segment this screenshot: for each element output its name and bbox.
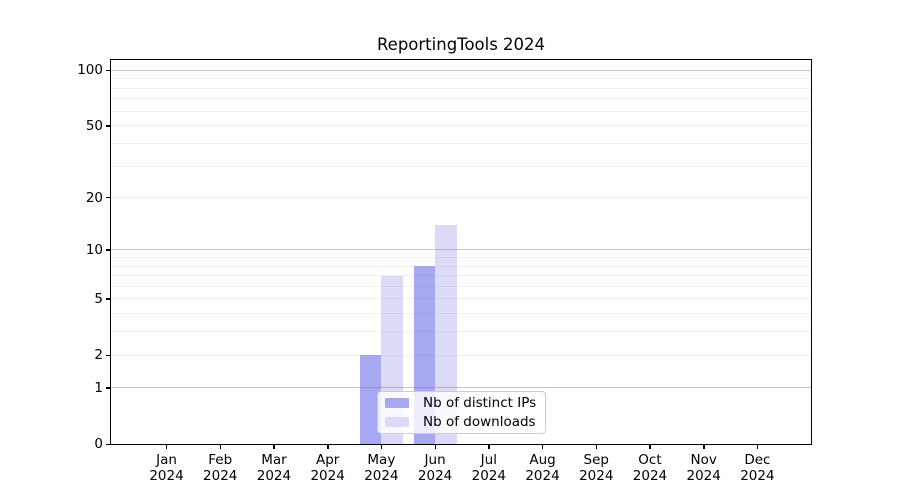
plot-area: Nb of distinct IPs Nb of downloads	[110, 59, 812, 445]
gridline-minor-80	[111, 87, 811, 89]
gridline-minor-60	[111, 110, 811, 112]
legend-swatch-downloads	[385, 417, 409, 427]
bar-jun-downloads	[435, 224, 457, 444]
gridline-minor-2	[111, 354, 811, 356]
gridline-minor-3	[111, 331, 811, 333]
gridline-minor-50	[111, 125, 811, 127]
y-tick-label-1: 1	[94, 379, 103, 396]
gridline-minor-70	[111, 98, 811, 100]
gridline-minor-4	[111, 313, 811, 315]
x-tick-label-jul: Jul 2024	[471, 452, 506, 484]
y-tick-label-0: 0	[94, 436, 103, 452]
y-tick-mark-2	[106, 354, 110, 356]
y-tick-label-5: 5	[94, 290, 103, 307]
legend: Nb of distinct IPs Nb of downloads	[377, 391, 546, 434]
chart-title: ReportingTools 2024	[376, 35, 546, 54]
x-tick-mark-nov	[703, 445, 705, 449]
y-tick-label-50: 50	[85, 117, 103, 134]
y-tick-mark-1	[106, 387, 110, 389]
bar-may-distinct-ips	[359, 355, 382, 444]
gridline-minor-8	[111, 265, 811, 267]
gridline-major-1	[111, 387, 811, 389]
y-tick-label-20: 20	[85, 189, 103, 206]
x-tick-mark-oct	[649, 445, 651, 449]
legend-item-downloads: Nb of downloads	[385, 413, 545, 432]
x-tick-mark-apr	[327, 445, 329, 449]
x-tick-label-aug: Aug 2024	[525, 452, 560, 484]
gridline-minor-5	[111, 298, 811, 300]
gridline-minor-7	[111, 275, 811, 277]
gridline-minor-90	[111, 78, 811, 80]
gridline-major-10	[111, 249, 811, 251]
legend-label-distinct-ips: Nb of distinct IPs	[423, 395, 537, 411]
gridline-minor-9	[111, 257, 811, 259]
gridline-major-100	[111, 69, 811, 71]
y-tick-label-2: 2	[94, 347, 103, 364]
x-tick-label-sep: Sep 2024	[579, 452, 614, 484]
x-tick-label-jun: Jun 2024	[417, 452, 453, 484]
y-tick-mark-0	[106, 443, 110, 445]
gridline-minor-6	[111, 285, 811, 287]
x-tick-mark-jan	[166, 445, 168, 449]
x-tick-mark-jun	[434, 445, 436, 449]
x-tick-label-apr: Apr 2024	[310, 452, 345, 484]
x-tick-label-may: May 2024	[364, 452, 399, 484]
legend-swatch-distinct-ips	[385, 398, 409, 408]
x-tick-label-oct: Oct 2024	[632, 452, 668, 484]
gridline-minor-20	[111, 197, 811, 199]
x-tick-mark-feb	[219, 445, 222, 449]
legend-label-downloads: Nb of downloads	[423, 414, 536, 430]
x-tick-mark-sep	[595, 445, 598, 449]
y-tick-mark-100	[106, 69, 110, 72]
legend-item-distinct-ips: Nb of distinct IPs	[385, 394, 545, 413]
y-tick-mark-50	[106, 125, 110, 127]
x-tick-label-nov: Nov 2024	[686, 452, 721, 484]
x-tick-mark-mar	[273, 445, 275, 449]
x-tick-mark-jul	[488, 445, 490, 449]
x-tick-label-mar: Mar 2024	[256, 452, 292, 484]
x-tick-mark-dec	[756, 445, 759, 449]
y-tick-mark-10	[106, 249, 110, 251]
x-tick-label-feb: Feb 2024	[203, 452, 238, 484]
y-tick-label-10: 10	[85, 241, 103, 258]
y-tick-mark-20	[106, 197, 110, 199]
x-tick-label-jan: Jan 2024	[149, 452, 184, 484]
x-tick-label-dec: Dec 2024	[740, 452, 775, 484]
x-tick-mark-aug	[542, 445, 544, 449]
x-tick-mark-may	[380, 445, 383, 449]
gridline-minor-40	[111, 142, 811, 144]
y-tick-label-100: 100	[77, 62, 103, 79]
y-tick-mark-5	[106, 298, 110, 300]
gridline-minor-30	[111, 165, 811, 167]
